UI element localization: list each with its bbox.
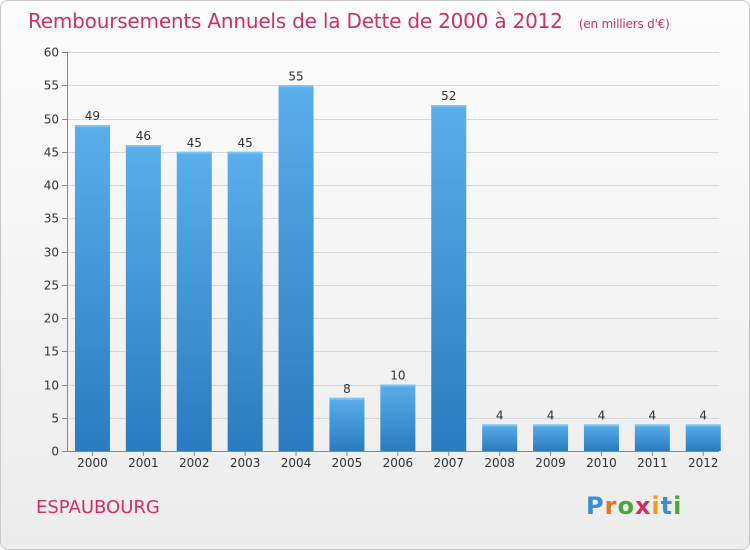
bar-highlight-2006 — [380, 384, 416, 387]
bar-2006 — [380, 384, 416, 451]
bar-2005 — [329, 397, 365, 451]
y-tick-label-25: 25 — [44, 279, 59, 293]
data-label-2003: 45 — [238, 136, 253, 150]
bar-2004 — [278, 85, 314, 451]
y-tick-label-35: 35 — [44, 212, 59, 226]
data-label-2001: 46 — [136, 129, 151, 143]
x-tick-label-2012: 2012 — [688, 456, 719, 470]
x-tick-label-2011: 2011 — [637, 456, 668, 470]
y-tick-label-60: 60 — [44, 46, 59, 60]
chart-title-text: Remboursements Annuels de la Dette de 20… — [28, 9, 563, 33]
bar-highlight-2003 — [227, 151, 263, 154]
logo-letter-5: t — [660, 492, 674, 520]
x-tick-label-2008: 2008 — [484, 456, 515, 470]
x-tick-label-2000: 2000 — [77, 456, 108, 470]
x-tick-label-2004: 2004 — [281, 456, 312, 470]
logo-letter-3: x — [634, 492, 652, 520]
y-tick-label-55: 55 — [44, 79, 59, 93]
bar-highlight-2002 — [176, 151, 212, 154]
data-label-2012: 4 — [699, 408, 707, 422]
data-label-2008: 4 — [496, 408, 504, 422]
y-tick-label-45: 45 — [44, 146, 59, 160]
y-tick-label-10: 10 — [44, 379, 59, 393]
data-label-2006: 10 — [390, 369, 405, 383]
y-tick-label-5: 5 — [51, 412, 59, 426]
x-tick-label-2002: 2002 — [179, 456, 210, 470]
data-label-2009: 4 — [547, 408, 555, 422]
bar-2008 — [482, 424, 518, 451]
bar-2002 — [176, 151, 212, 451]
x-tick-label-2003: 2003 — [230, 456, 261, 470]
bar-highlight-2012 — [685, 424, 721, 427]
bar-highlight-2001 — [125, 145, 161, 148]
bar-2009 — [533, 424, 569, 451]
bar-highlight-2010 — [583, 424, 619, 427]
bar-highlight-2000 — [74, 125, 110, 128]
bar-highlight-2008 — [482, 424, 518, 427]
bar-highlight-2005 — [329, 397, 365, 400]
x-tick-label-2007: 2007 — [433, 456, 464, 470]
bar-2001 — [125, 145, 161, 451]
bar-highlight-2007 — [431, 105, 467, 108]
data-label-2002: 45 — [187, 136, 202, 150]
x-tick-label-2009: 2009 — [535, 456, 566, 470]
city-name: ESPAUBOURG — [36, 497, 160, 518]
data-label-2007: 52 — [441, 89, 456, 103]
bar-highlight-2004 — [278, 85, 314, 88]
logo-letter-6: i — [673, 492, 683, 520]
data-label-2005: 8 — [343, 382, 351, 396]
bar-highlight-2009 — [533, 424, 569, 427]
data-label-2004: 55 — [288, 69, 303, 83]
logo-letter-2: o — [617, 492, 635, 520]
x-tick-label-2001: 2001 — [128, 456, 159, 470]
data-label-2000: 49 — [85, 109, 100, 123]
y-tick-label-0: 0 — [51, 445, 59, 459]
x-tick-label-2006: 2006 — [383, 456, 414, 470]
chart-title: Remboursements Annuels de la Dette de 20… — [28, 9, 670, 33]
bar-2010 — [583, 424, 619, 451]
y-tick-label-15: 15 — [44, 345, 59, 359]
y-tick-label-50: 50 — [44, 113, 59, 127]
proxiti-logo: Proxiti — [586, 492, 682, 520]
bar-2012 — [685, 424, 721, 451]
bar-highlight-2011 — [634, 424, 670, 427]
y-tick-label-30: 30 — [44, 246, 59, 260]
y-tick-label-20: 20 — [44, 312, 59, 326]
x-tick-label-2010: 2010 — [586, 456, 617, 470]
bar-2000 — [74, 125, 110, 452]
bar-2011 — [634, 424, 670, 451]
bar-2007 — [431, 105, 467, 451]
chart-subtitle: (en milliers d'€) — [578, 17, 670, 31]
bar-2003 — [227, 151, 263, 451]
logo-letter-4: i — [651, 492, 661, 520]
y-tick-label-40: 40 — [44, 179, 59, 193]
logo-letter-1: r — [604, 492, 618, 520]
data-label-2011: 4 — [649, 408, 657, 422]
logo-letter-0: P — [586, 492, 605, 520]
data-label-2010: 4 — [598, 408, 606, 422]
x-tick-label-2005: 2005 — [332, 456, 363, 470]
